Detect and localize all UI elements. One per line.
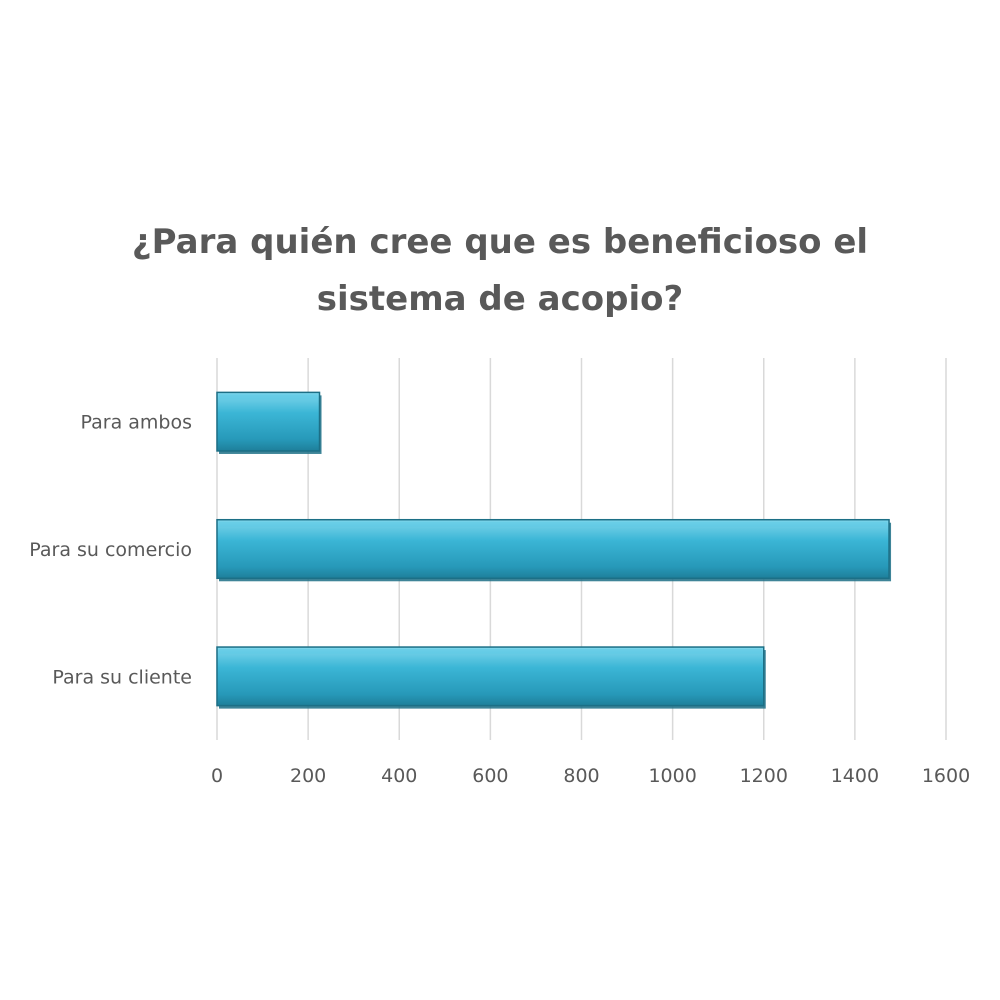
- x-tick-label: 1600: [922, 765, 970, 787]
- category-label: Para su cliente: [52, 666, 192, 688]
- category-label: Para su comercio: [29, 539, 192, 561]
- x-tick-label: 800: [563, 765, 599, 787]
- bar-group: [216, 391, 322, 454]
- bar-highlight: [219, 521, 888, 527]
- bar-group: [216, 518, 892, 582]
- chart-title: ¿Para quién cree que es beneficioso el s…: [100, 214, 900, 328]
- x-tick-label: 200: [290, 765, 326, 787]
- x-tick-label: 600: [472, 765, 508, 787]
- bar: [216, 391, 321, 452]
- chart-title-line-1: ¿Para quién cree que es beneficioso el: [131, 222, 869, 262]
- x-tick-label: 1400: [831, 765, 879, 787]
- chart-title-line-2: sistema de acopio?: [316, 279, 684, 319]
- bar: [216, 646, 765, 707]
- x-tick-label: 1000: [648, 765, 696, 787]
- x-tick-label: 0: [211, 765, 223, 787]
- x-tick-label: 1200: [740, 765, 788, 787]
- bar-group: [216, 646, 766, 709]
- bar-highlight: [219, 649, 762, 655]
- x-tick-label: 400: [381, 765, 417, 787]
- bar: [216, 518, 890, 580]
- bar-highlight: [219, 394, 318, 400]
- category-label: Para ambos: [81, 412, 192, 434]
